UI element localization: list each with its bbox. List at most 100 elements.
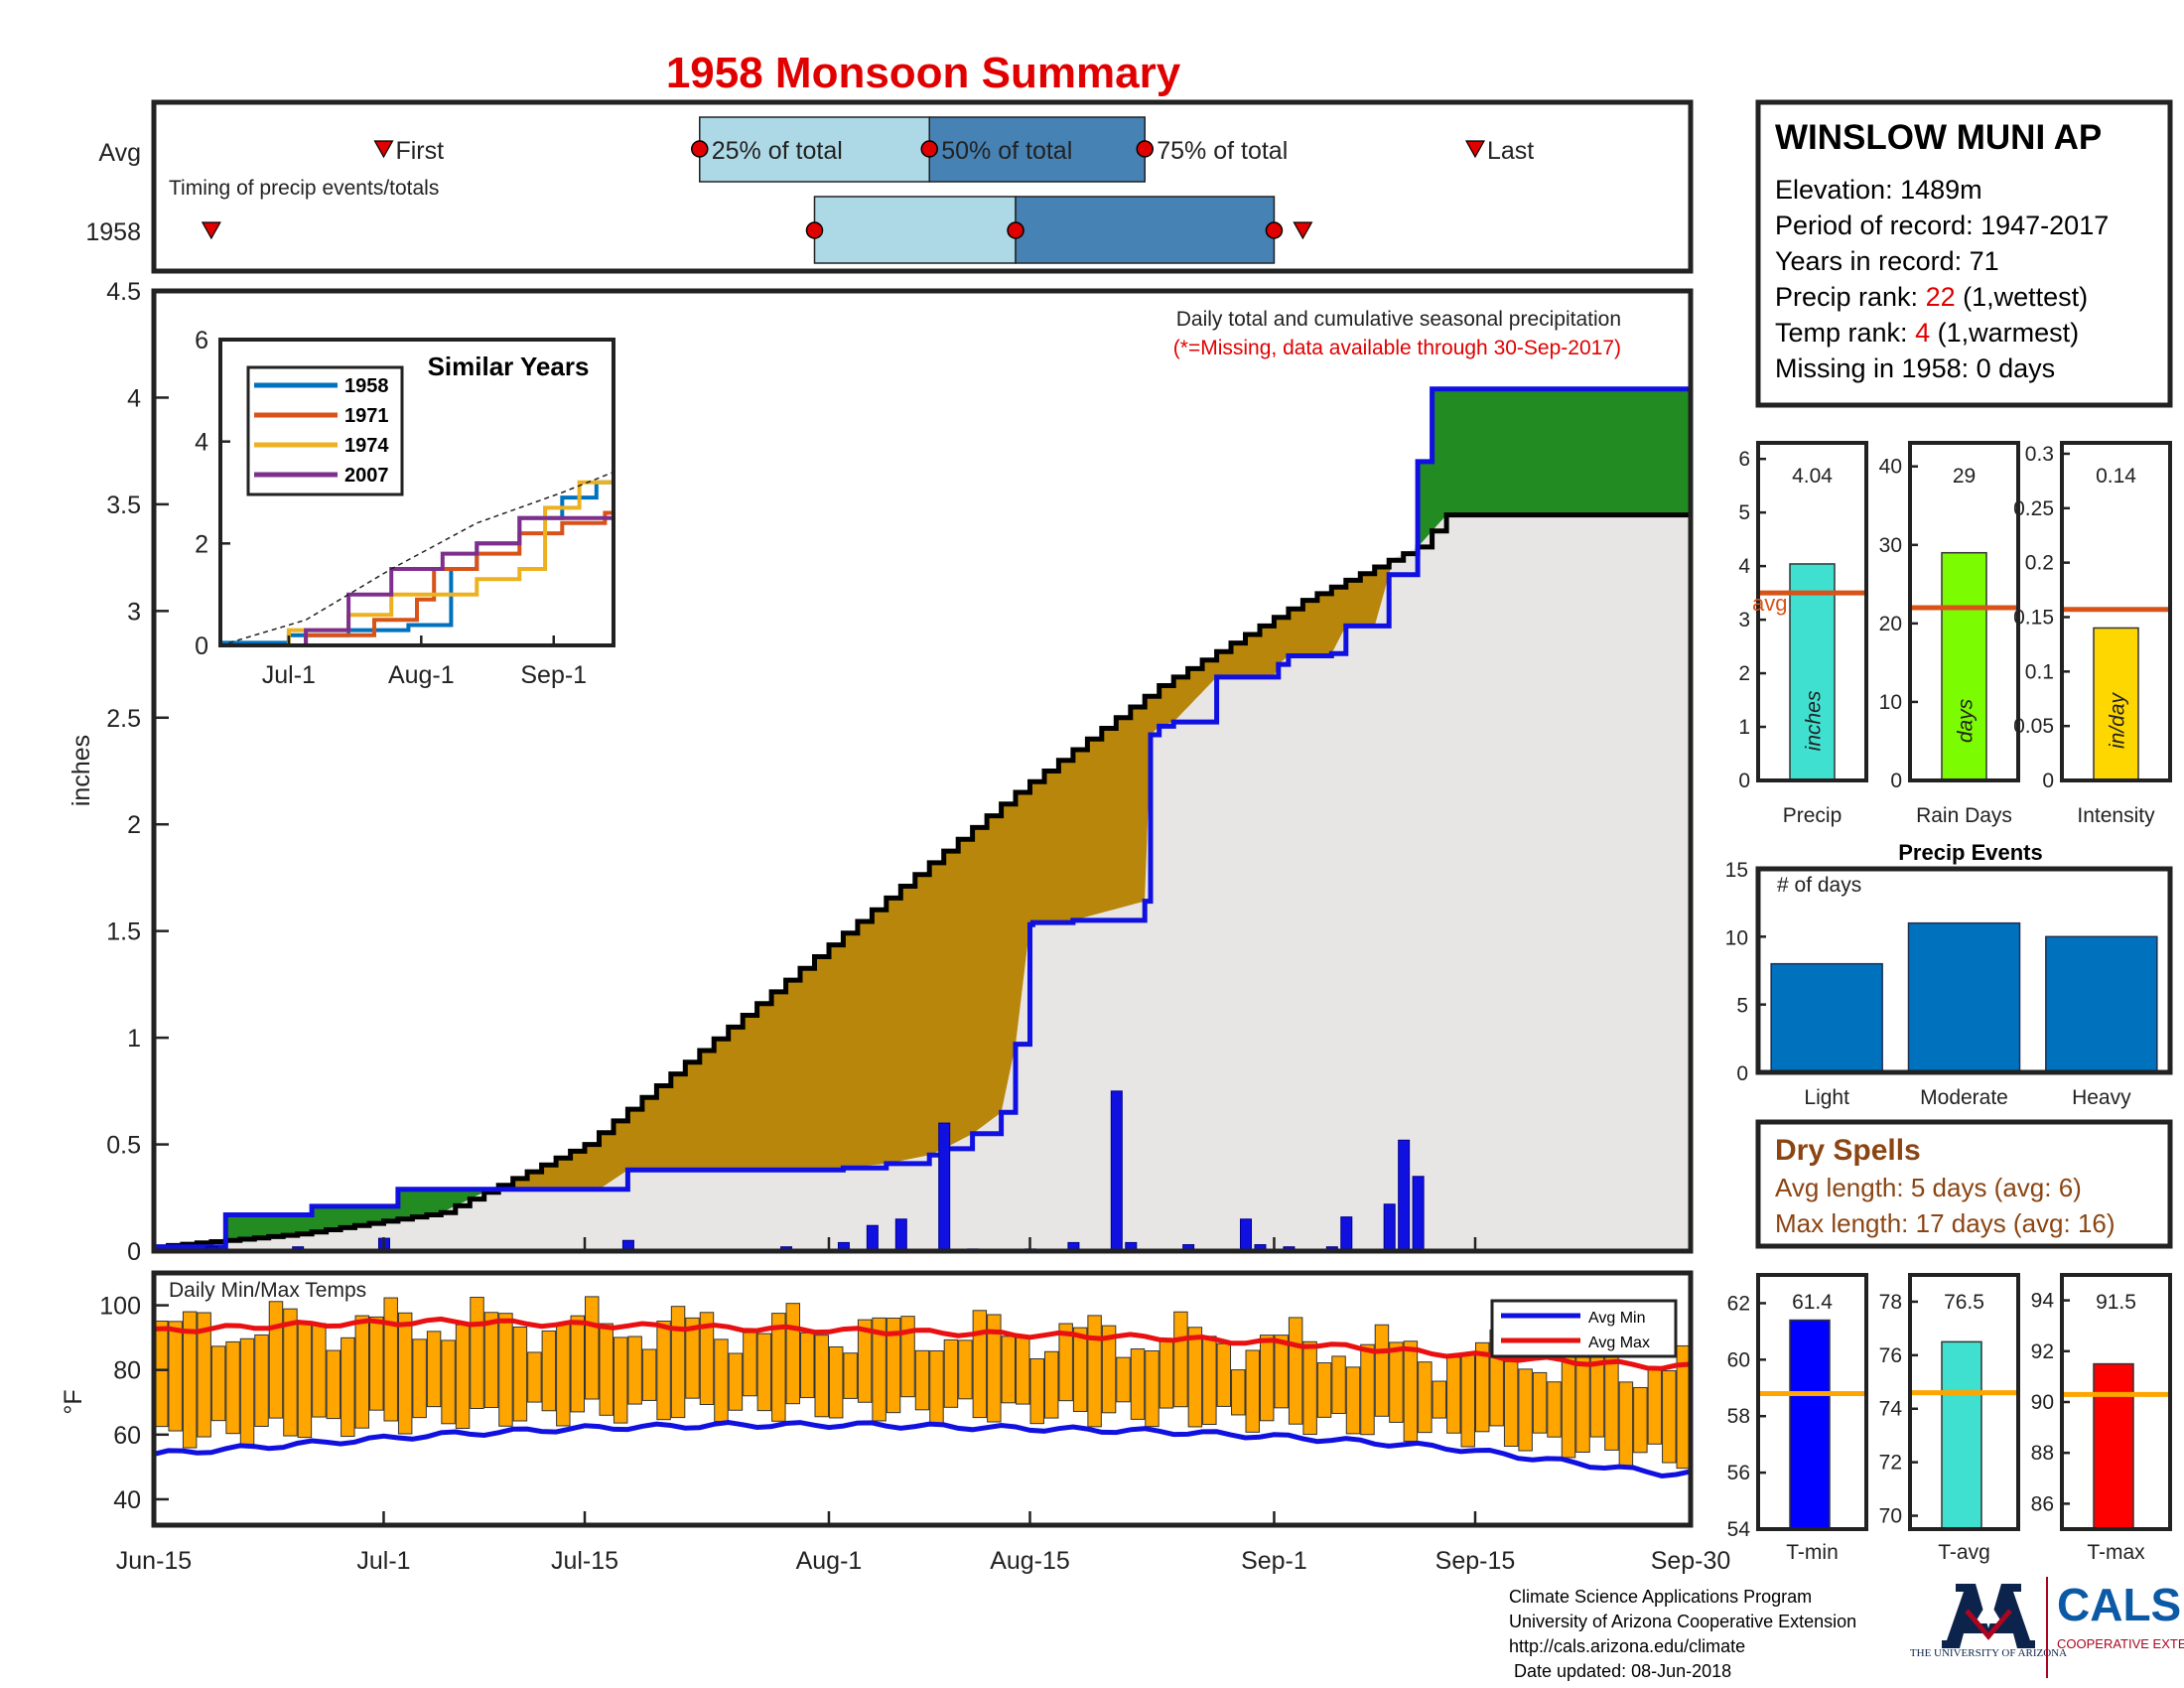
daily-temp-bar <box>1145 1350 1160 1428</box>
temp-ytick-label: 40 <box>113 1486 141 1514</box>
main-ytick-label: 4 <box>127 384 141 412</box>
temp-summary-ytick-label: 90 <box>2031 1391 2054 1414</box>
chart-title: 1958 Monsoon Summary <box>666 49 1181 97</box>
temp-ytick-label: 80 <box>113 1357 141 1385</box>
footer-line3: http://cals.arizona.edu/climate <box>1509 1636 1745 1656</box>
daily-temp-bar <box>1474 1341 1490 1433</box>
daily-temp-bar <box>771 1313 786 1422</box>
summary-ytick-label: 0.15 <box>2013 606 2054 629</box>
inset-title: Similar Years <box>428 352 590 381</box>
summary-ytick-label: 5 <box>1738 501 1750 524</box>
daily-temp-bar <box>1345 1366 1361 1435</box>
daily-precip-bar <box>1398 1139 1411 1252</box>
dry-spells: Dry Spells Avg length: 5 days (avg: 6) M… <box>1755 1119 2173 1249</box>
inset-line-2007 <box>220 515 615 647</box>
avg-p75-marker <box>1136 140 1154 158</box>
daily-temp-bar <box>886 1317 901 1414</box>
daily-temp-bar <box>1360 1343 1375 1436</box>
temp-summary-bar-2 <box>2093 1362 2134 1530</box>
xtick-label: Sep-15 <box>1435 1547 1516 1575</box>
precip-events-frame <box>1755 866 2173 1075</box>
precip-events-chart: Precip Events Light Moderate Heavy 0 5 10 15 #… <box>1725 840 2173 1109</box>
daily-precip-bar <box>1240 1218 1253 1252</box>
ua-a-icon <box>1942 1584 2035 1648</box>
temp-summary-ytick-label: 72 <box>1879 1452 1902 1475</box>
daily-temp-bar <box>527 1351 542 1403</box>
main-ytick-label: 4.5 <box>106 278 141 306</box>
inset-frame <box>218 338 615 647</box>
main-ytick-label: 3 <box>127 598 141 626</box>
inset-legend-label-1971: 1971 <box>344 405 389 427</box>
main-ytick-label: 2 <box>127 811 141 839</box>
temp-summary-label-1: T-avg <box>1938 1541 1990 1564</box>
summary-ytick-label: 0.2 <box>2025 552 2054 575</box>
daily-temp-bar <box>857 1319 873 1403</box>
daily-temp-bar <box>268 1301 284 1419</box>
main-precip-chart: 0 0.5 1 1.5 2 2.5 3 3.5 4 4.5 Jun-15 Jul-1 Jul-15 Au… <box>68 278 1730 1575</box>
temp-summary-ytick-label: 58 <box>1727 1405 1750 1428</box>
summary-avg-label: avg <box>1752 591 1787 616</box>
precip-events-category: Light <box>1804 1086 1849 1109</box>
temp-ylabel: °F <box>60 1389 87 1414</box>
daily-temp-bar <box>182 1311 198 1449</box>
daily-temp-bar <box>1647 1368 1663 1445</box>
summary-ytick-label: 4 <box>1738 555 1750 578</box>
temp-summary-bars: 54 56 58 60 62 61.4 T-min 70 72 74 76 78 76.5 T-avg 86… <box>1727 1273 2172 1564</box>
main-ytick-label: 3.5 <box>106 492 141 519</box>
daily-temp-bar <box>239 1337 255 1445</box>
daily-temp-bar <box>627 1336 642 1405</box>
daily-temp-bar <box>828 1345 844 1419</box>
temp-summary-ytick-label: 78 <box>1879 1291 1902 1314</box>
daily-temp-bar <box>699 1312 715 1406</box>
daily-precip-bar <box>938 1122 951 1252</box>
year-last-triangle <box>1293 221 1313 240</box>
daily-temp-bar <box>556 1322 571 1427</box>
daily-temp-bar <box>1374 1324 1390 1417</box>
precip-events-ytick-label: 10 <box>1725 926 1748 949</box>
base-area <box>154 514 1691 1251</box>
summary-value-1: 29 <box>1953 465 1976 488</box>
temp-summary-bar-0 <box>1789 1319 1831 1530</box>
ua-logo-text: THE UNIVERSITY OF ARIZONA <box>1910 1647 2067 1659</box>
main-ytick-label: 1.5 <box>106 918 141 946</box>
summary-frame-0 <box>1756 441 1868 782</box>
avg-max-line <box>153 1316 1692 1371</box>
station-period: Period of record: 1947-2017 <box>1775 211 2109 240</box>
daily-temp-bar <box>1633 1386 1648 1454</box>
daily-temp-bar <box>1532 1371 1548 1434</box>
daily-temp-bar <box>1389 1341 1404 1423</box>
avg-p25-marker <box>691 140 709 158</box>
main-ytick-label: 1 <box>127 1025 141 1053</box>
daily-temp-bar <box>1446 1356 1461 1434</box>
summary-bar-2 <box>2093 627 2139 781</box>
xtick-label: Jul-1 <box>356 1547 410 1575</box>
daily-temp-bar <box>197 1312 211 1438</box>
daily-temp-bar <box>1058 1323 1073 1402</box>
daily-temp-bar <box>929 1349 944 1424</box>
daily-temp-bar <box>483 1312 499 1408</box>
daily-temp-bar <box>470 1297 484 1410</box>
cals-logo-text: CALS <box>2057 1579 2181 1630</box>
daily-temp-bar <box>154 1321 169 1428</box>
daily-temp-bar <box>599 1323 614 1416</box>
daily-temp-bar <box>1518 1368 1533 1452</box>
xtick-label: Jun-15 <box>116 1547 192 1575</box>
precip-events-ytick-label: 0 <box>1736 1062 1748 1085</box>
daily-temp-bar <box>498 1313 513 1427</box>
main-ytick-label: 2.5 <box>106 705 141 733</box>
summary-ytick-label: 0.3 <box>2025 443 2054 466</box>
precip-summary-bars: 0 1 2 3 4 5 6 4.04 Precip inches avg 0 10 20 30 40 29 Rai… <box>1738 441 2172 827</box>
daily-temp-bar <box>354 1315 370 1429</box>
daily-temp-bar <box>210 1345 226 1422</box>
inset-ytick-label: 0 <box>195 633 208 660</box>
timing-label-last: Last <box>1487 137 1534 165</box>
year-p25-marker <box>805 221 824 239</box>
inset-xtick-label: Sep-1 <box>520 661 587 689</box>
daily-temp-bar <box>1187 1327 1203 1428</box>
temp-summary-ytick-label: 70 <box>1879 1505 1902 1528</box>
summary-unit-0: inches <box>1803 690 1826 751</box>
footer-line2: University of Arizona Cooperative Extens… <box>1509 1612 1856 1631</box>
precip-events-ylabel: # of days <box>1777 874 1861 897</box>
timing-row-avg: Avg <box>98 139 141 167</box>
summary-ytick-label: 0.05 <box>2013 715 2054 738</box>
